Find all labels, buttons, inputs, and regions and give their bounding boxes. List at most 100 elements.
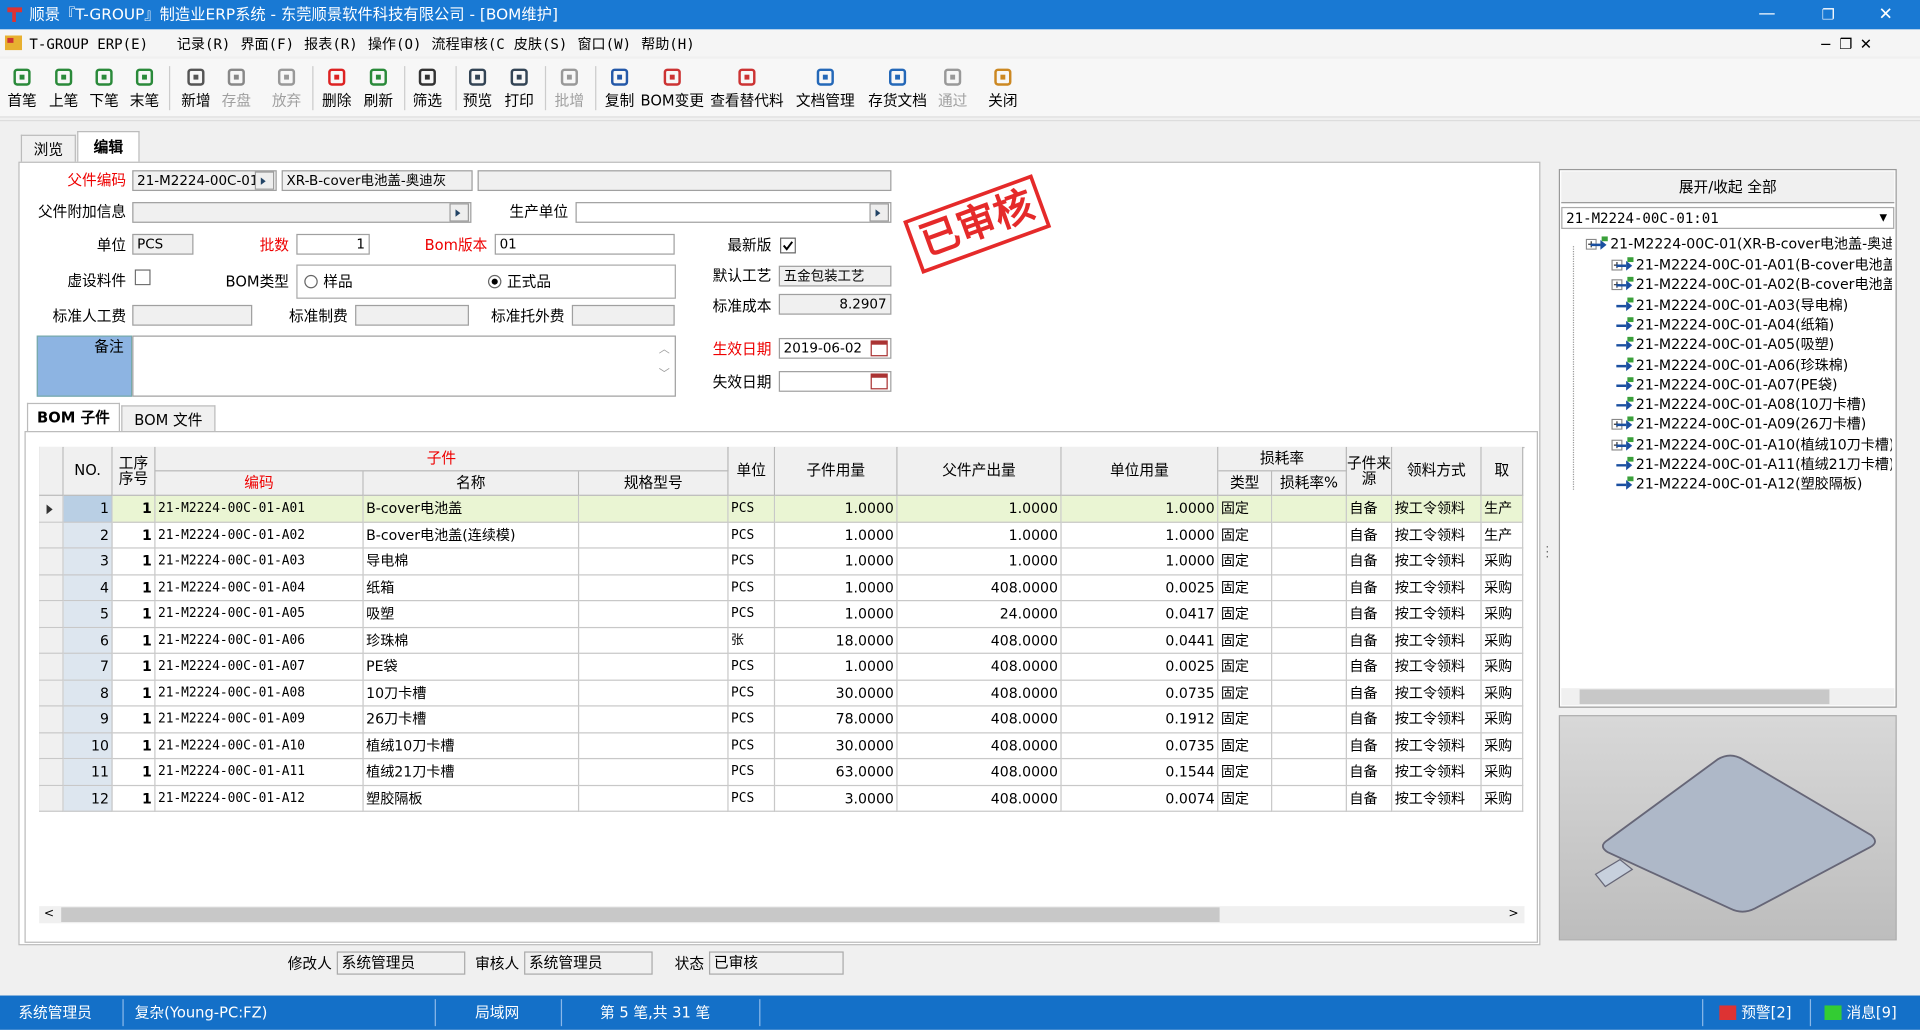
grid-cell[interactable]: 自备 xyxy=(1346,574,1393,602)
grid-cell[interactable]: PCS xyxy=(728,785,776,812)
grid-cell[interactable]: 1 xyxy=(112,680,156,707)
grid-cell[interactable]: 2 xyxy=(63,522,113,549)
grid-cell[interactable]: 5 xyxy=(63,601,113,628)
tree-hscroll-thumb[interactable] xyxy=(1579,689,1830,705)
grid-cell[interactable]: 1.0000 xyxy=(1061,495,1219,523)
menu-item[interactable]: 报表(R) xyxy=(304,35,358,53)
grid-cell[interactable]: 0.0025 xyxy=(1061,653,1219,681)
grid-cell[interactable]: 1.0000 xyxy=(775,548,898,575)
grid-cell[interactable] xyxy=(579,732,729,760)
grid-cell[interactable] xyxy=(1272,680,1347,707)
tree-node[interactable]: 21-M2224-00C-01-A01(B-cover电池盖) xyxy=(1635,255,1892,274)
grid-cell[interactable]: 0.1912 xyxy=(1061,706,1219,733)
text-field[interactable] xyxy=(132,202,472,223)
radio-label[interactable]: 样品 xyxy=(323,273,353,291)
grid-cell[interactable]: 408.0000 xyxy=(897,785,1062,812)
scroll-left[interactable]: < xyxy=(43,907,55,921)
grid-cell[interactable]: 1 xyxy=(112,522,156,549)
grid-cell[interactable]: 固定 xyxy=(1218,732,1273,760)
grid-cell[interactable]: 1 xyxy=(112,785,156,812)
grid-cell[interactable]: 1.0000 xyxy=(775,522,898,549)
grid-cell[interactable]: 21-M2224-00C-01-A04 xyxy=(155,574,364,602)
toolbar-button[interactable]: 刷新 xyxy=(363,91,394,109)
grid-cell[interactable]: 自备 xyxy=(1346,759,1393,786)
text-field[interactable]: 1 xyxy=(296,233,370,255)
grid-cell[interactable]: 408.0000 xyxy=(897,732,1062,760)
toolbar-button[interactable]: 打印 xyxy=(504,91,534,109)
grid-cell[interactable]: 0.0025 xyxy=(1061,574,1219,602)
grid-cell[interactable]: 固定 xyxy=(1218,522,1273,549)
grid-cell[interactable]: B-cover电池盖(连续模) xyxy=(363,522,580,549)
grid-cell[interactable]: 9 xyxy=(63,706,113,733)
grid-cell[interactable]: 采购 xyxy=(1481,706,1524,733)
grid-cell[interactable]: 12 xyxy=(63,785,113,812)
grid-cell[interactable]: 采购 xyxy=(1481,680,1524,707)
grid-cell[interactable]: 1.0000 xyxy=(775,495,898,523)
grid-cell[interactable] xyxy=(579,706,729,733)
grid-cell[interactable]: 1.0000 xyxy=(897,548,1062,575)
text-field[interactable] xyxy=(571,304,675,326)
h-scroll-thumb[interactable] xyxy=(61,907,1220,923)
grid-cell[interactable]: 自备 xyxy=(1346,680,1393,707)
grid-cell[interactable]: 1 xyxy=(112,759,156,786)
menu-item[interactable]: 帮助(H) xyxy=(641,35,695,53)
grid-cell[interactable]: PCS xyxy=(728,574,776,602)
grid-cell[interactable]: 自备 xyxy=(1346,653,1393,681)
grid-cell[interactable]: 自备 xyxy=(1346,706,1393,733)
grid-cell[interactable]: B-cover电池盖 xyxy=(363,495,580,523)
grid-cell[interactable]: 1 xyxy=(112,495,156,523)
text-field[interactable]: XR-B-cover电池盖-奥迪灰 xyxy=(281,170,473,192)
tab[interactable]: 浏览 xyxy=(20,134,76,163)
grid-cell[interactable]: 按工令领料 xyxy=(1392,785,1482,812)
grid-cell[interactable] xyxy=(1272,627,1347,654)
grid-cell[interactable] xyxy=(579,548,729,575)
grid-cell[interactable]: 21-M2224-00C-01-A12 xyxy=(155,785,364,812)
grid-cell[interactable]: 按工令领料 xyxy=(1392,732,1482,760)
grid-cell[interactable]: 1 xyxy=(112,548,156,575)
text-field[interactable] xyxy=(477,170,892,192)
grid-cell[interactable]: PCS xyxy=(728,495,776,523)
text-field[interactable] xyxy=(355,304,469,326)
grid-cell[interactable]: 固定 xyxy=(1218,627,1273,654)
grid-cell[interactable]: 21-M2224-00C-01-A01 xyxy=(155,495,364,523)
grid-cell[interactable] xyxy=(1272,522,1347,549)
toolbar-button[interactable]: 放弃 xyxy=(271,91,302,109)
grid-cell[interactable]: 408.0000 xyxy=(897,706,1062,733)
grid-cell[interactable] xyxy=(1272,785,1347,812)
grid-cell[interactable] xyxy=(579,495,729,523)
tree-selector[interactable]: 21-M2224-00C-01:01 xyxy=(1561,206,1895,229)
grid-cell[interactable]: 植绒10刀卡槽 xyxy=(363,732,580,760)
tree-node[interactable]: 21-M2224-00C-01-A08(10刀卡槽) xyxy=(1635,395,1867,413)
grid-cell[interactable]: 张 xyxy=(728,627,776,654)
text-field[interactable]: 01 xyxy=(494,233,675,255)
close-button[interactable]: ✕ xyxy=(1878,4,1893,25)
grid-cell[interactable]: 固定 xyxy=(1218,601,1273,628)
grid-cell[interactable]: 自备 xyxy=(1346,732,1393,760)
tree-node[interactable]: 21-M2224-00C-01-A03(导电棉) xyxy=(1635,295,1849,313)
grid-cell[interactable]: 采购 xyxy=(1481,732,1524,760)
grid-cell[interactable]: 1.0000 xyxy=(775,574,898,602)
grid-cell[interactable]: 自备 xyxy=(1346,785,1393,812)
grid-cell[interactable]: 3 xyxy=(63,548,113,575)
grid-cell[interactable]: 26刀卡槽 xyxy=(363,706,580,733)
menu-item[interactable]: 窗口(W) xyxy=(577,35,632,53)
grid-cell[interactable]: 导电棉 xyxy=(363,548,580,575)
text-field[interactable]: 21-M2224-00C-01 xyxy=(132,170,277,192)
toolbar-button[interactable]: 首笔 xyxy=(7,91,37,109)
grid-cell[interactable] xyxy=(579,680,729,707)
maximize-button[interactable]: ❐ xyxy=(1821,6,1835,24)
remark-textarea[interactable] xyxy=(132,335,676,397)
toolbar-button[interactable]: 批增 xyxy=(554,91,585,109)
menu-item[interactable]: 界面(F) xyxy=(240,35,295,53)
grid-cell[interactable]: 21-M2224-00C-01-A03 xyxy=(155,548,364,575)
grid-cell[interactable]: 采购 xyxy=(1481,785,1524,812)
grid-cell[interactable]: PCS xyxy=(728,759,776,786)
tab-active[interactable]: 编辑 xyxy=(77,131,140,163)
grid-cell[interactable]: 自备 xyxy=(1346,627,1393,654)
grid-cell[interactable]: 0.0735 xyxy=(1061,732,1219,760)
grid-cell[interactable]: PE袋 xyxy=(363,653,580,681)
toolbar-button[interactable]: 存货文档 xyxy=(868,91,927,109)
grid-cell[interactable]: 塑胶隔板 xyxy=(363,785,580,812)
grid-cell[interactable]: PCS xyxy=(728,680,776,707)
grid-cell[interactable]: 采购 xyxy=(1481,601,1524,628)
